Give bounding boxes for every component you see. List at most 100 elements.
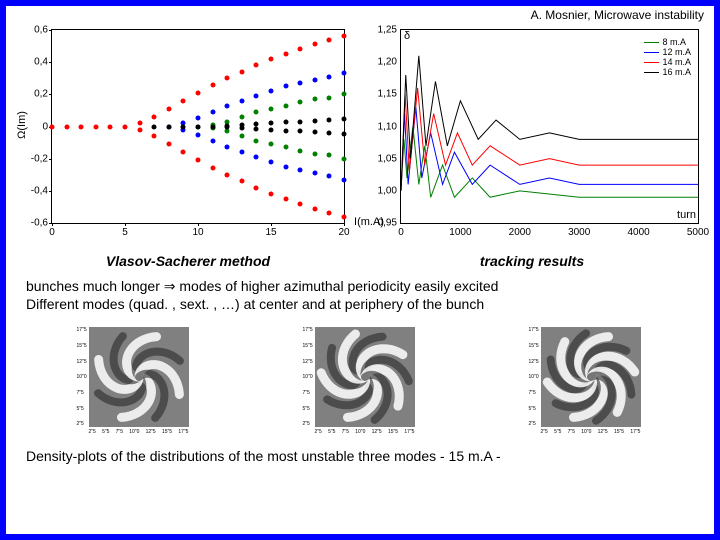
scatter-point — [342, 92, 347, 97]
density-xticks: 2"55"57"510"012"515"517"5 — [541, 429, 641, 439]
x-tick: 5000 — [687, 227, 709, 238]
scatter-point — [342, 214, 347, 219]
scatter-point — [64, 124, 69, 129]
right-chart-area: δ 8 m.A12 m.A14 m.A16 m.A turn 0,951,001… — [400, 29, 699, 224]
scatter-point — [298, 129, 303, 134]
scatter-point — [137, 121, 142, 126]
scatter-point — [342, 156, 347, 161]
scatter-point — [254, 110, 259, 115]
y-tick: 1,15 — [371, 89, 397, 100]
scatter-point — [283, 128, 288, 133]
scatter-point — [254, 126, 259, 131]
scatter-point — [254, 185, 259, 190]
right-chart-xlabel: turn — [677, 209, 696, 221]
scatter-point — [269, 106, 274, 111]
scatter-point — [196, 90, 201, 95]
scatter-point — [152, 114, 157, 119]
scatter-point — [269, 159, 274, 164]
scatter-point — [342, 177, 347, 182]
y-tick: 0,4 — [22, 57, 48, 68]
scatter-point — [239, 114, 244, 119]
scatter-point — [152, 124, 157, 129]
scatter-point — [283, 120, 288, 125]
scatter-point — [239, 179, 244, 184]
page-header: A. Mosnier, Microwave instability — [6, 6, 714, 24]
attribution-text: A. Mosnier, Microwave instability — [531, 8, 704, 22]
scatter-point — [312, 77, 317, 82]
scatter-point — [152, 134, 157, 139]
scatter-point — [196, 124, 201, 129]
scatter-point — [269, 89, 274, 94]
scatter-point — [254, 138, 259, 143]
y-tick: 1,20 — [371, 57, 397, 68]
line-chart-svg — [401, 30, 698, 223]
y-tick: -0,2 — [22, 153, 48, 164]
x-tick: 2000 — [509, 227, 531, 238]
scatter-point — [312, 118, 317, 123]
scatter-point — [327, 37, 332, 42]
scatter-point — [327, 174, 332, 179]
x-tick: 3000 — [568, 227, 590, 238]
density-xticks: 2"55"57"510"012"515"517"5 — [315, 429, 415, 439]
scatter-point — [312, 171, 317, 176]
scatter-point — [283, 145, 288, 150]
x-tick: 5 — [122, 227, 128, 238]
scatter-point — [283, 52, 288, 57]
y-tick: -0,6 — [22, 218, 48, 229]
scatter-point — [50, 124, 55, 129]
x-tick: 15 — [265, 227, 276, 238]
scatter-point — [312, 42, 317, 47]
scatter-point — [312, 97, 317, 102]
scatter-point — [327, 74, 332, 79]
right-chart-container: δ 8 m.A12 m.A14 m.A16 m.A turn 0,951,001… — [365, 24, 704, 249]
scatter-point — [225, 172, 230, 177]
scatter-point — [196, 116, 201, 121]
charts-row: Ω(Im) I(m.A) -0,6-0,4-0,200,20,40,605101… — [6, 24, 714, 249]
scatter-point — [108, 124, 113, 129]
density-yticks: 2"55"57"510"012"515"517"5 — [529, 327, 539, 427]
y-tick: 0,6 — [22, 25, 48, 36]
scatter-point — [269, 121, 274, 126]
scatter-point — [298, 47, 303, 52]
scatter-point — [298, 119, 303, 124]
scatter-point — [210, 138, 215, 143]
y-tick: 0,2 — [22, 89, 48, 100]
scatter-point — [225, 103, 230, 108]
scatter-point — [298, 167, 303, 172]
y-tick: 0 — [22, 121, 48, 132]
scatter-point — [196, 132, 201, 137]
y-tick: 1,10 — [371, 121, 397, 132]
scatter-point — [137, 127, 142, 132]
scatter-point — [166, 142, 171, 147]
scatter-point — [269, 192, 274, 197]
scatter-point — [196, 158, 201, 163]
x-tick: 1000 — [449, 227, 471, 238]
scatter-point — [298, 148, 303, 153]
scatter-point — [312, 151, 317, 156]
y-tick: 1,25 — [371, 25, 397, 36]
x-tick: 10 — [192, 227, 203, 238]
x-tick: 0 — [398, 227, 404, 238]
scatter-point — [327, 211, 332, 216]
y-tick: -0,4 — [22, 185, 48, 196]
scatter-point — [298, 201, 303, 206]
scatter-point — [181, 124, 186, 129]
scatter-point — [342, 131, 347, 136]
scatter-point — [254, 93, 259, 98]
scatter-point — [239, 134, 244, 139]
y-tick: 1,05 — [371, 153, 397, 164]
scatter-point — [210, 124, 215, 129]
scatter-point — [283, 84, 288, 89]
scatter-point — [342, 34, 347, 39]
scatter-point — [283, 196, 288, 201]
scatter-point — [283, 164, 288, 169]
scatter-point — [269, 56, 274, 61]
right-caption: tracking results — [360, 253, 704, 269]
scatter-point — [225, 76, 230, 81]
x-tick: 0 — [49, 227, 55, 238]
scatter-point — [166, 124, 171, 129]
density-yticks: 2"55"57"510"012"515"517"5 — [303, 327, 313, 427]
scatter-point — [123, 124, 128, 129]
caption-row: Vlasov-Sacherer method tracking results — [6, 251, 714, 271]
scatter-point — [254, 155, 259, 160]
